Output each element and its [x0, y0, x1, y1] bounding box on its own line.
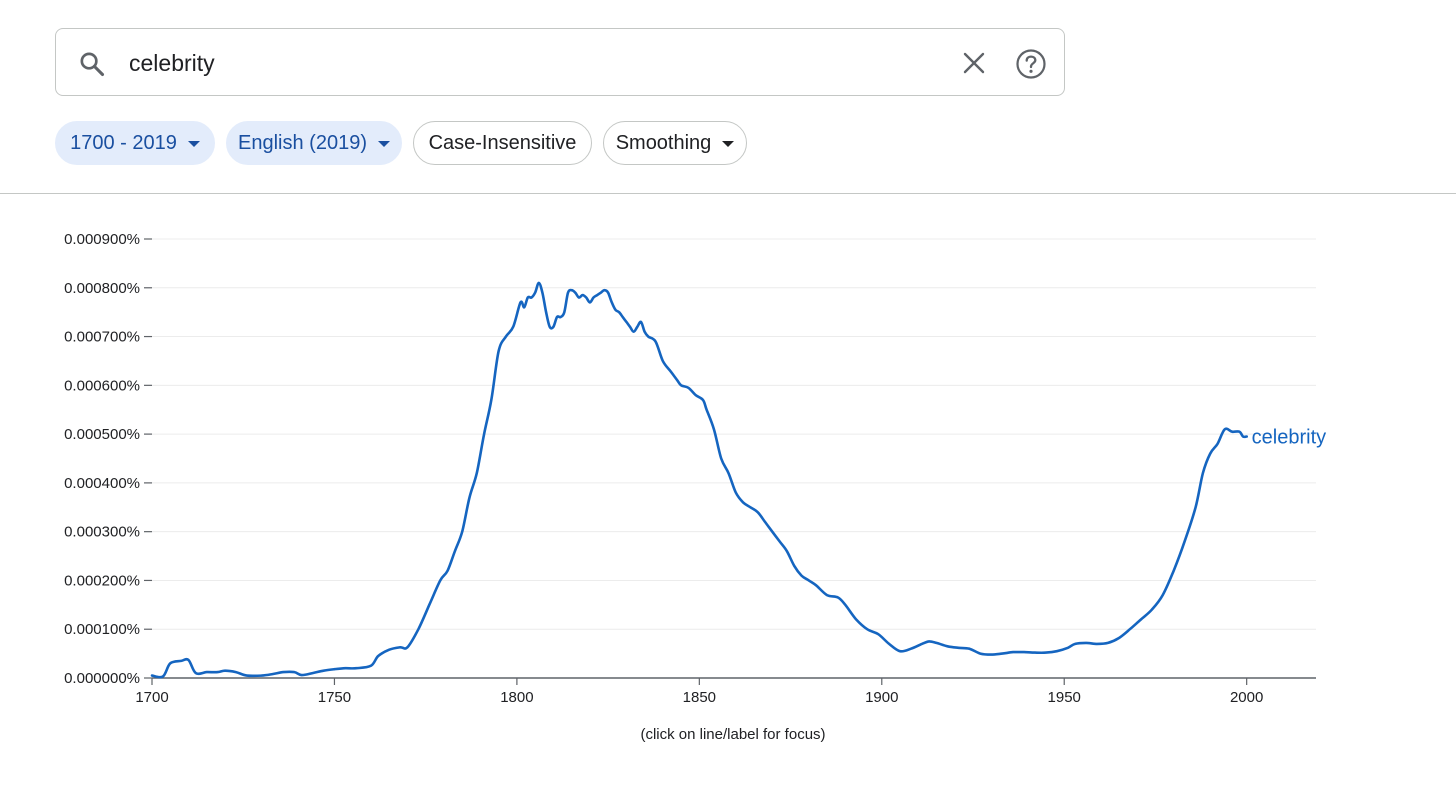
y-tick-label: 0.000900% [64, 231, 140, 248]
series-line-celebrity[interactable] [150, 281, 1248, 679]
y-tick-label: 0.000500% [64, 426, 140, 443]
chevron-down-icon [187, 141, 200, 147]
chevron-down-icon [722, 141, 735, 147]
x-tick-label: 1800 [500, 689, 533, 706]
y-tick-label: 0.000700% [64, 329, 140, 346]
close-icon[interactable] [962, 51, 986, 75]
y-tick-label: 0.000200% [64, 572, 140, 589]
smoothing-label: Smoothing [615, 131, 712, 154]
corpus-dropdown[interactable]: English (2019) [226, 121, 402, 165]
y-tick-label: 0.000100% [64, 621, 140, 638]
x-tick-label: 1750 [318, 689, 351, 706]
corpus-label: English (2019) [238, 131, 367, 154]
x-tick-label: 1850 [683, 689, 716, 706]
search-icon[interactable] [78, 50, 106, 78]
case-insensitive-toggle[interactable]: Case-Insensitive [413, 121, 592, 165]
y-tick-label: 0.000400% [64, 475, 140, 492]
y-tick-label: 0.000300% [64, 524, 140, 541]
y-tick-label: 0.000800% [64, 280, 140, 297]
y-tick-label: 0.000000% [64, 670, 140, 687]
focus-hint: (click on line/label for focus) [640, 726, 826, 743]
search-box [55, 28, 1065, 96]
smoothing-dropdown[interactable]: Smoothing [603, 121, 747, 165]
help-icon[interactable] [1015, 48, 1047, 80]
series-label-celebrity[interactable]: celebrity [1252, 427, 1326, 449]
x-tick-label: 1900 [865, 689, 898, 706]
y-tick-label: 0.000600% [64, 377, 140, 394]
x-tick-label: 1700 [135, 689, 168, 706]
case-insensitive-label: Case-Insensitive [428, 131, 577, 154]
search-input[interactable] [129, 47, 929, 79]
year-range-dropdown[interactable]: 1700 - 2019 [55, 121, 215, 165]
x-tick-label: 2000 [1230, 689, 1263, 706]
chevron-down-icon [377, 141, 390, 147]
header-divider [0, 193, 1456, 194]
x-tick-label: 1950 [1048, 689, 1081, 706]
year-range-label: 1700 - 2019 [70, 131, 177, 154]
